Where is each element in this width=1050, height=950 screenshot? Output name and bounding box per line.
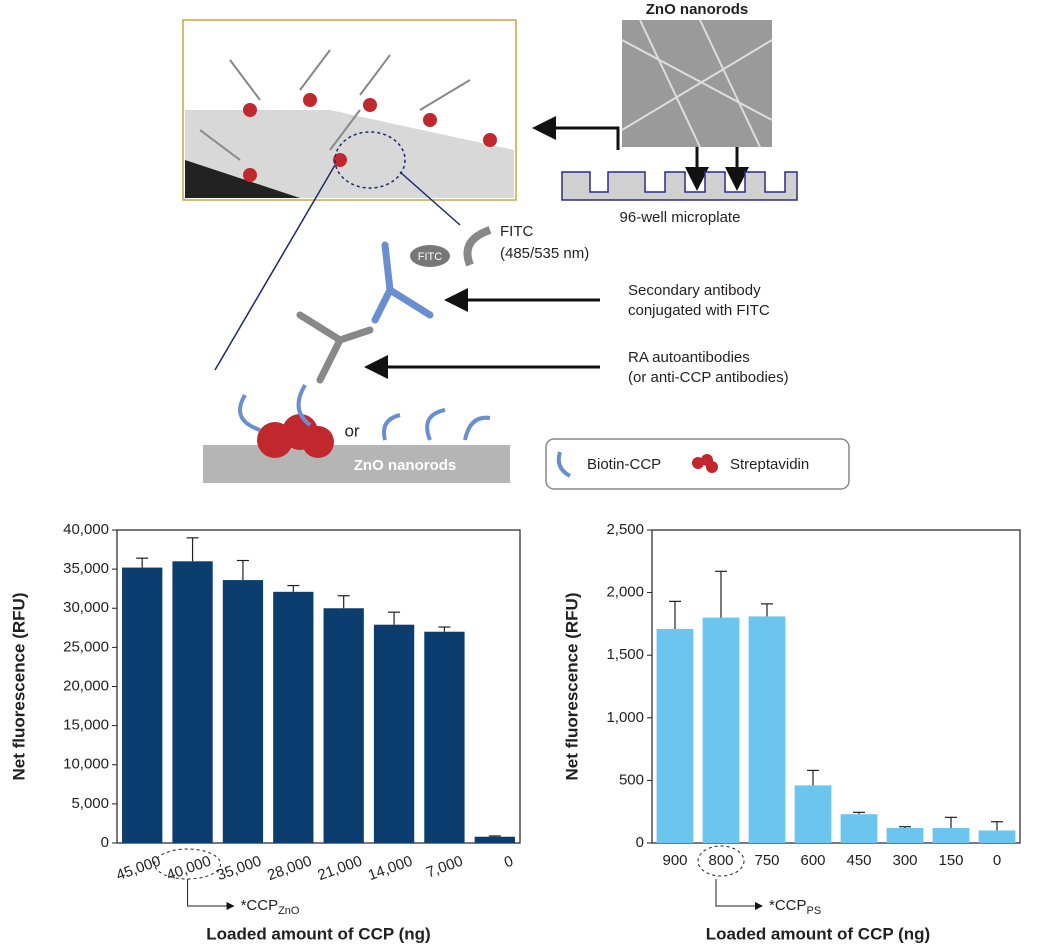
fitc-label: FITC <box>500 223 533 240</box>
y-tick-label: 2,500 <box>606 521 644 538</box>
error-bar <box>899 826 911 828</box>
ra-label: (or anti-CCP antibodies) <box>628 369 789 386</box>
y-tick-label: 35,000 <box>63 560 109 577</box>
y-tick-label: 5,000 <box>71 795 109 812</box>
error-bar <box>186 537 199 562</box>
y-tick-label: 0 <box>636 834 644 851</box>
bar <box>794 785 832 843</box>
x-tick-label: 150 <box>938 852 963 869</box>
annotation-subscript: PS <box>807 905 822 917</box>
y-tick-label: 2,000 <box>606 584 644 601</box>
annotation: *CCPPS <box>769 897 821 917</box>
annotation-arrow <box>715 879 763 910</box>
bar <box>886 827 924 843</box>
error-bar <box>388 611 401 625</box>
x-tick-label: 0 <box>993 852 1001 869</box>
y-tick-label: 0 <box>101 834 109 851</box>
x-axis-label: Loaded amount of CCP (ng) <box>706 924 930 943</box>
y-tick-label: 20,000 <box>63 677 109 694</box>
annotation-arrow <box>187 879 235 910</box>
y-tick-label: 40,000 <box>63 521 109 538</box>
error-bar <box>715 570 727 618</box>
y-tick-label: 500 <box>619 771 644 788</box>
bar <box>222 580 264 843</box>
y-tick-label: 10,000 <box>63 756 109 773</box>
error-bar <box>136 557 149 568</box>
annotation: *CCPZnO <box>241 897 300 917</box>
y-tick-label: 15,000 <box>63 717 109 734</box>
legend-label: Streptavidin <box>730 456 809 473</box>
annotation-ring <box>697 845 745 877</box>
error-bar <box>488 835 501 837</box>
x-tick-label: 28,000 <box>265 853 314 885</box>
legend-label: Biotin-CCP <box>587 456 661 473</box>
annotation-subscript: ZnO <box>278 905 300 917</box>
y-tick-label: 1,000 <box>606 709 644 726</box>
bar <box>122 567 163 843</box>
illustration <box>182 19 850 490</box>
x-tick-label: 0 <box>502 853 516 872</box>
secondary-label: conjugated with FITC <box>628 302 770 319</box>
error-bar <box>991 821 1003 831</box>
bar <box>474 836 515 843</box>
x-tick-label: 35,000 <box>215 853 264 885</box>
bar <box>373 624 415 843</box>
x-tick-label: 750 <box>754 852 779 869</box>
bar <box>748 616 786 843</box>
y-tick-label: 30,000 <box>63 599 109 616</box>
sem-title: ZnO nanorods <box>646 1 749 18</box>
error-bar <box>807 769 819 786</box>
bar <box>323 608 364 843</box>
error-bar <box>438 626 451 632</box>
error-bar <box>945 816 957 828</box>
bar <box>656 628 694 843</box>
bar <box>840 814 878 843</box>
microplate-label: 96-well microplate <box>620 209 741 226</box>
bar <box>932 827 970 843</box>
y-tick-label: 1,500 <box>606 646 644 663</box>
error-bar <box>236 559 249 581</box>
x-tick-label: 300 <box>892 852 917 869</box>
fitc-label: (485/535 nm) <box>500 245 589 262</box>
error-bar <box>761 603 773 617</box>
bar <box>273 591 314 843</box>
x-tick-label: 450 <box>846 852 871 869</box>
ra-label: RA autoantibodies <box>628 349 750 366</box>
x-axis-label: Loaded amount of CCP (ng) <box>206 924 430 943</box>
x-tick-label: 800 <box>708 852 733 869</box>
bar <box>172 561 213 843</box>
bar <box>978 830 1016 843</box>
fitc-badge: FITC <box>418 251 442 263</box>
or-label: or <box>344 421 359 440</box>
plot-frame <box>651 529 1021 844</box>
y-axis-label: Net fluorescence (RFU) <box>562 593 581 781</box>
annotation-text: *CCP <box>769 897 807 914</box>
y-axis-label: Net fluorescence (RFU) <box>9 593 28 781</box>
x-tick-label: 600 <box>800 852 825 869</box>
annotation-text: *CCP <box>241 897 279 914</box>
x-tick-label: 14,000 <box>366 853 415 885</box>
error-bar <box>853 811 865 815</box>
substrate-label: ZnO nanorods <box>354 457 457 474</box>
bar <box>702 617 740 843</box>
x-tick-label: 7,000 <box>424 853 465 882</box>
error-bar <box>337 595 350 609</box>
bar <box>424 631 465 843</box>
x-tick-label: 21,000 <box>315 853 364 885</box>
y-tick-label: 25,000 <box>63 638 109 655</box>
x-tick-label: 900 <box>662 852 687 869</box>
secondary-label: Secondary antibody <box>628 282 761 299</box>
error-bar <box>287 584 300 592</box>
error-bar <box>669 600 681 629</box>
